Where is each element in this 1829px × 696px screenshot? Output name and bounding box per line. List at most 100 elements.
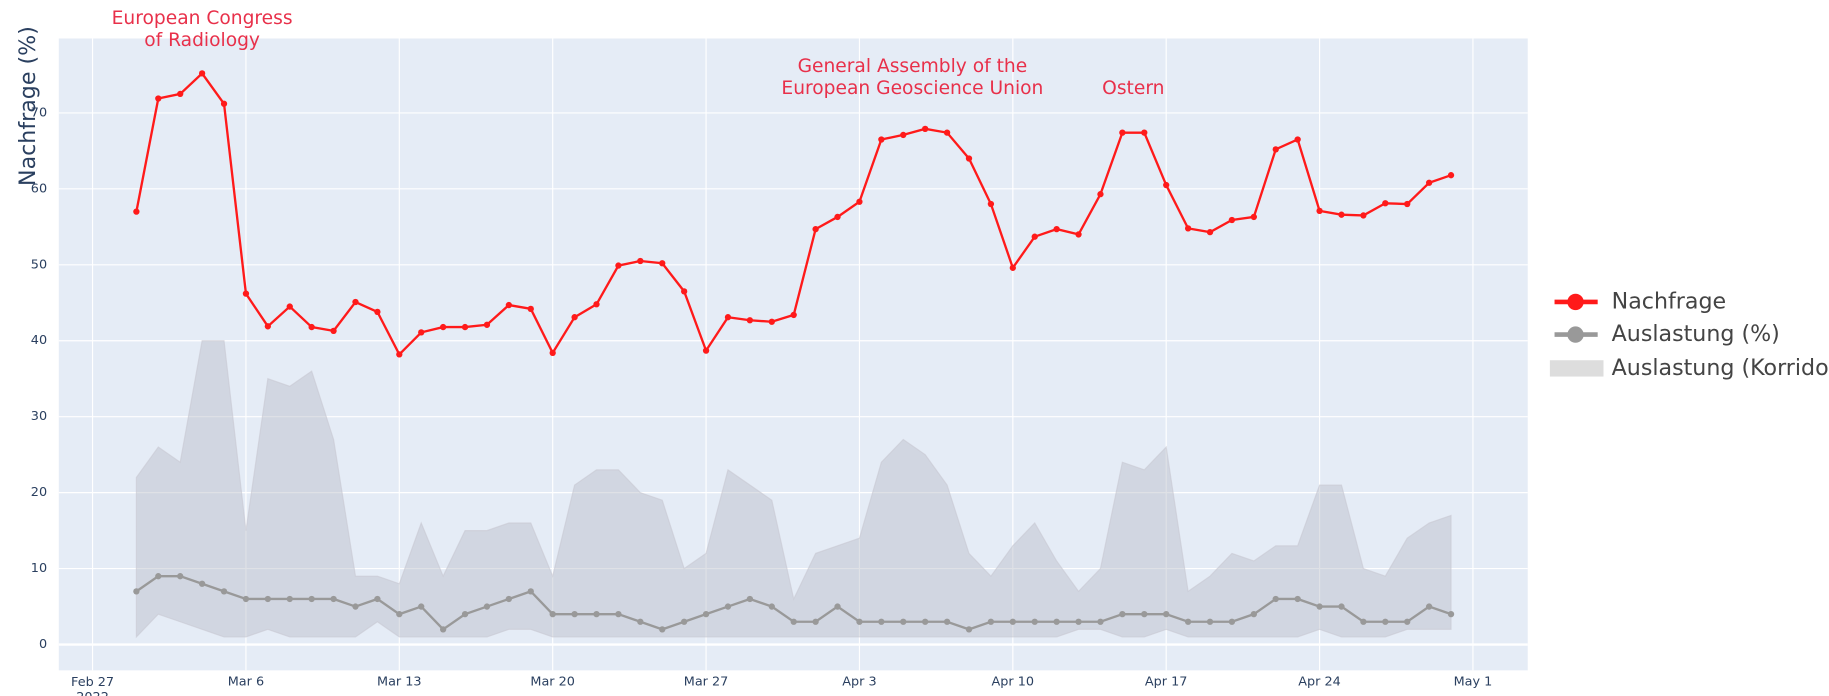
data-point — [1206, 228, 1214, 236]
data-point — [439, 323, 447, 331]
data-point — [812, 618, 819, 625]
x-tick-label: Apr 17 — [1145, 675, 1188, 690]
data-point — [1250, 611, 1257, 618]
data-point — [1404, 200, 1411, 208]
data-point — [177, 573, 184, 580]
y-tick-label: 50 — [31, 257, 47, 272]
data-point — [1447, 611, 1455, 618]
data-point — [878, 136, 885, 143]
legend-label: Auslastung (%) — [1612, 321, 1780, 347]
data-point — [1338, 211, 1345, 218]
data-point — [1294, 136, 1301, 143]
annotation: Ostern — [1102, 78, 1164, 99]
data-point — [593, 301, 600, 308]
data-point — [1163, 611, 1170, 618]
x-tick-label: Mar 20 — [530, 675, 575, 690]
data-point — [374, 595, 381, 603]
data-point — [812, 225, 819, 233]
data-point — [155, 95, 162, 102]
data-point — [133, 208, 140, 215]
x-tick-label: Feb 272022 — [71, 675, 114, 696]
data-point — [1009, 264, 1016, 271]
data-point — [856, 198, 863, 205]
y-tick-label: 70 — [31, 105, 47, 120]
x-tick-label: May 1 — [1454, 675, 1493, 690]
data-point — [681, 618, 688, 625]
y-tick-label: 0 — [39, 637, 47, 652]
data-point — [264, 323, 271, 330]
data-point — [922, 125, 929, 132]
data-point — [571, 314, 578, 321]
data-point — [1404, 618, 1411, 625]
data-point — [571, 611, 578, 618]
annotation: General Assembly of the European Geoscien… — [781, 56, 1043, 99]
data-point — [922, 618, 929, 625]
data-point — [1228, 216, 1236, 224]
data-point — [987, 618, 995, 625]
data-point — [768, 318, 775, 325]
data-point — [1075, 231, 1082, 238]
data-point — [637, 618, 644, 625]
data-point — [352, 298, 359, 306]
data-point — [878, 618, 885, 625]
data-point — [330, 595, 337, 603]
data-point — [987, 200, 995, 208]
data-point — [900, 131, 907, 139]
data-point — [308, 323, 315, 331]
data-point — [1031, 618, 1038, 625]
y-tick-label: 60 — [31, 181, 47, 196]
y-tick-label: 30 — [31, 409, 47, 424]
x-tick-label: Apr 24 — [1298, 675, 1341, 690]
data-point — [790, 311, 797, 319]
data-point — [593, 611, 600, 618]
data-point — [1447, 172, 1455, 179]
data-point — [286, 303, 293, 310]
data-point — [505, 595, 513, 603]
data-point — [1119, 611, 1126, 618]
data-point — [615, 262, 622, 269]
data-point — [768, 603, 775, 610]
data-point — [1272, 595, 1279, 603]
data-point — [965, 155, 973, 162]
data-point — [1097, 191, 1104, 198]
data-point — [549, 611, 556, 618]
data-point — [1184, 225, 1192, 232]
data-point — [1141, 611, 1148, 618]
legend-marker — [1567, 326, 1584, 343]
data-point — [220, 588, 228, 595]
data-point — [900, 618, 907, 625]
x-tick-label: Apr 10 — [992, 675, 1035, 690]
y-tick-label: 20 — [31, 485, 47, 500]
data-point — [1009, 618, 1016, 625]
data-point — [659, 626, 666, 633]
data-point — [396, 611, 403, 618]
data-point — [220, 100, 228, 107]
data-point — [1272, 146, 1279, 153]
data-point — [505, 301, 513, 309]
data-point — [724, 603, 732, 610]
data-point — [1053, 225, 1060, 233]
data-point — [943, 129, 951, 136]
data-point — [615, 611, 622, 618]
data-point — [746, 317, 754, 324]
data-point — [483, 603, 491, 610]
data-point — [1316, 207, 1323, 215]
data-point — [177, 90, 184, 98]
data-point — [834, 603, 841, 610]
data-point — [790, 618, 797, 625]
legend-swatch — [1549, 360, 1604, 377]
x-tick-label: Mar 13 — [377, 675, 422, 690]
data-point — [1184, 618, 1192, 625]
data-point — [724, 314, 732, 321]
data-point — [746, 595, 754, 603]
data-point — [133, 588, 140, 595]
data-point — [943, 618, 951, 625]
data-point — [1119, 129, 1126, 136]
corridor-area — [135, 340, 1452, 639]
data-point — [856, 618, 863, 625]
data-point — [461, 323, 469, 331]
data-point — [549, 349, 556, 357]
data-point — [1163, 181, 1170, 189]
plot-area — [58, 38, 1528, 671]
